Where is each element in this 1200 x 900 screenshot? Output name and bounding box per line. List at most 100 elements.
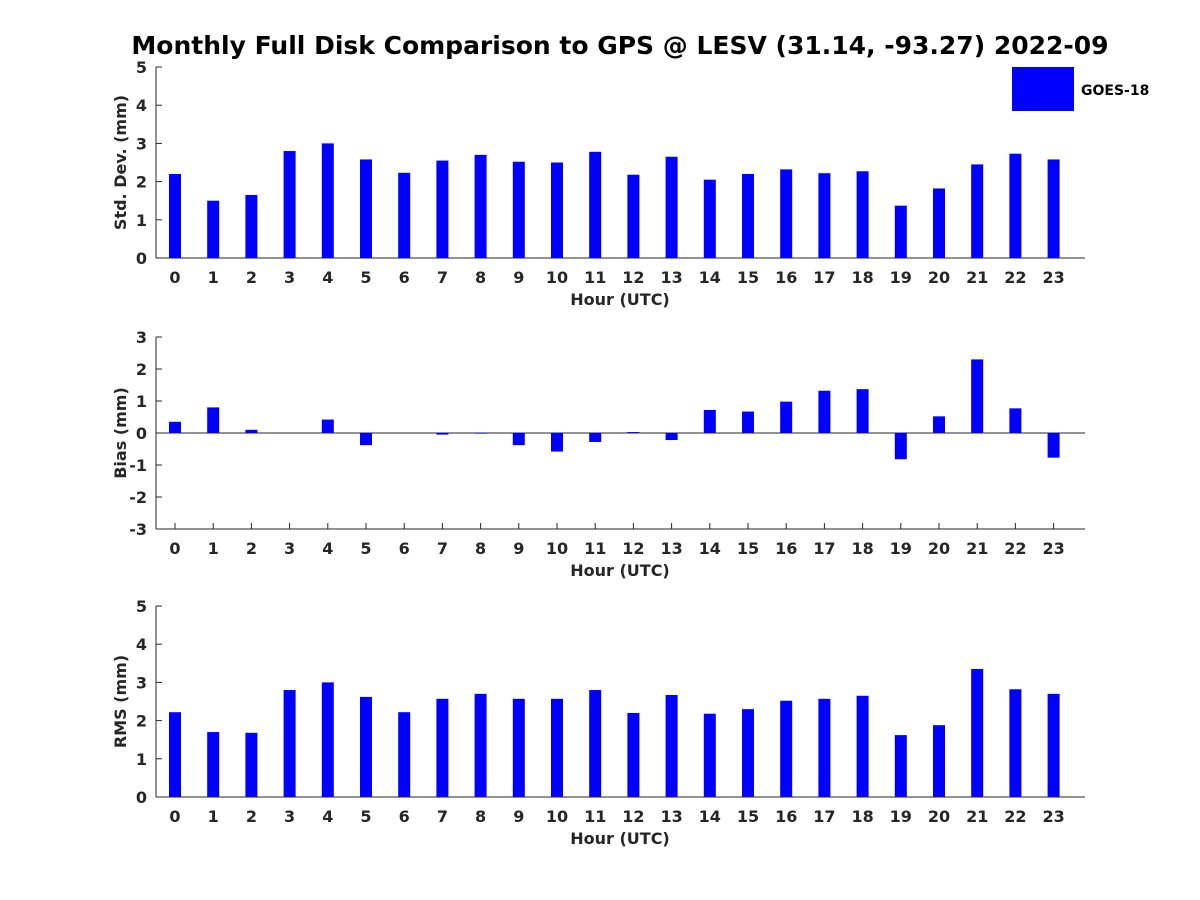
stddev-x-tick-label: 9 [513,268,524,287]
bias-x-tick-label: 18 [851,539,873,558]
stddev-x-tick-label: 5 [360,268,371,287]
legend-label: GOES-18 [1081,83,1149,99]
bias-y-tick-label: -3 [129,520,147,539]
rms-x-tick-label: 17 [813,807,835,826]
stddev-bar [971,164,984,258]
bias-bar [742,411,754,433]
rms-bar [742,709,754,797]
bias-x-tick-label: 6 [399,539,410,558]
stddev-bar [703,179,716,258]
rms-y-tick-label: 3 [136,673,147,692]
bias-bar [207,407,220,433]
rms-x-tick-label: 23 [1042,807,1064,826]
bias-bar [780,401,793,433]
stddev-x-tick-label: 10 [546,268,568,287]
rms-x-tick-label: 3 [284,807,295,826]
rms-bar [856,695,869,797]
bias-x-tick-label: 15 [737,539,759,558]
rms-x-tick-label: 19 [890,807,912,826]
stddev-bar [436,160,449,258]
stddev-y-tick-label: 2 [136,173,147,192]
stddev-y-tick-label: 4 [136,96,147,115]
stddev-bar [207,200,220,258]
rms-bar [780,700,793,797]
rms-bar [398,712,411,797]
bias-x-tick-label: 3 [284,539,295,558]
stddev-x-tick-label: 19 [890,268,912,287]
rms-y-tick-label: 0 [136,788,147,807]
bias-x-tick-label: 22 [1004,539,1026,558]
bias-bar [245,429,258,433]
stddev-bar [1009,153,1022,258]
stddev-x-tick-label: 16 [775,268,797,287]
rms-x-tick-label: 13 [660,807,682,826]
stddev-x-axis-label: Hour (UTC) [570,290,670,309]
rms-y-axis-label: RMS (mm) [111,655,130,748]
stddev-x-tick-label: 4 [322,268,333,287]
stddev-bar [933,188,945,258]
rms-bar [360,696,372,797]
bias-bar [474,433,487,434]
bias-bar [1047,433,1060,458]
rms-bar [474,693,487,797]
rms-x-axis-label: Hour (UTC) [570,829,670,848]
bias-x-tick-label: 23 [1042,539,1064,558]
bias-y-axis-label: Bias (mm) [111,387,130,479]
bias-bar [703,409,716,433]
rms-bar [589,690,602,797]
bias-y-tick-label: -2 [129,488,147,507]
rms-bar [665,695,678,797]
stddev-bar [894,205,907,258]
rms-bar [207,732,220,797]
rms-x-tick-label: 16 [775,807,797,826]
rms-x-tick-label: 5 [360,807,371,826]
stddev-x-tick-label: 12 [622,268,644,287]
legend-swatch [1012,67,1074,111]
bias-x-tick-label: 16 [775,539,797,558]
bias-y-tick-label: 1 [136,392,147,411]
rms-bar [321,682,334,797]
stddev-bar [398,172,411,258]
rms-bar [283,690,296,797]
bias-x-tick-label: 7 [437,539,448,558]
stddev-x-tick-label: 8 [475,268,486,287]
rms-bar [1009,689,1022,797]
bias-bar [894,433,907,460]
rms-x-tick-label: 4 [322,807,333,826]
stddev-bar [1047,159,1060,258]
rms-bar [627,712,640,797]
bias-x-tick-label: 5 [360,539,371,558]
stddev-y-tick-label: 5 [136,58,147,77]
rms-x-tick-label: 2 [246,807,257,826]
stddev-x-tick-label: 7 [437,268,448,287]
rms-x-tick-label: 20 [928,807,950,826]
rms-bar [512,698,525,797]
rms-x-tick-label: 6 [399,807,410,826]
stddev-x-tick-label: 11 [584,268,606,287]
stddev-y-tick-label: 3 [136,134,147,153]
rms-x-tick-label: 14 [699,807,721,826]
stddev-bar [551,162,563,258]
bias-x-tick-label: 17 [813,539,835,558]
rms-bar [933,725,945,797]
rms-y-tick-label: 1 [136,750,147,769]
rms-x-tick-label: 1 [208,807,219,826]
stddev-x-tick-label: 3 [284,268,295,287]
rms-bar [436,698,449,797]
rms-y-tick-label: 5 [136,597,147,616]
figure-title: Monthly Full Disk Comparison to GPS @ LE… [131,31,1108,60]
stddev-bar [818,173,831,258]
bias-bar [589,433,602,442]
bias-y-tick-label: 2 [136,360,147,379]
rms-x-tick-label: 21 [966,807,988,826]
bias-x-tick-label: 8 [475,539,486,558]
bias-bar [933,416,945,433]
stddev-bar [474,154,487,258]
stddev-x-tick-label: 1 [208,268,219,287]
bias-bar [665,433,678,441]
rms-bar [551,698,563,797]
stddev-x-tick-label: 22 [1004,268,1026,287]
stddev-x-tick-label: 2 [246,268,257,287]
